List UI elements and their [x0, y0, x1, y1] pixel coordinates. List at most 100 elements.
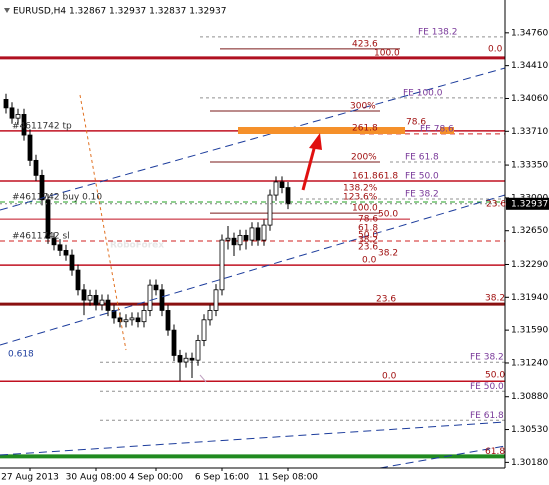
level-label: 38.2 [378, 249, 398, 259]
candle-body [261, 224, 267, 241]
level-label: 423.6 [352, 39, 378, 49]
candle-body [285, 187, 291, 205]
level-label: 123.6% [343, 193, 378, 203]
candle-body [225, 237, 231, 241]
candle-body [207, 310, 213, 321]
level-label: 23.6 [376, 295, 396, 305]
candle-body [27, 134, 33, 161]
level-label: 138.2% [343, 184, 378, 194]
channel-line [0, 194, 506, 346]
target-marker [440, 127, 454, 134]
candle-body [129, 317, 135, 321]
y-tick-label: 1.31240 [511, 358, 548, 368]
level-label: 23.6 [358, 243, 378, 253]
candle-body [183, 357, 189, 363]
level-label: FE 78.6 [420, 124, 454, 134]
candle-body [231, 237, 237, 246]
level-label: 300% [350, 101, 376, 111]
level-label: #4611742 sl [12, 232, 70, 242]
candle-body [21, 114, 27, 136]
level-label: FE 38.2 [470, 353, 504, 363]
candle-body [177, 355, 183, 363]
level-label: FE 100.0 [403, 88, 443, 98]
candle-body [57, 244, 63, 251]
candle-body [237, 235, 243, 246]
candle-body [33, 159, 39, 176]
level-label: #4611742 tp [12, 121, 72, 131]
candle-body [147, 284, 153, 311]
plot-layer [0, 36, 505, 459]
candle-body [105, 299, 111, 311]
candle-body [279, 181, 285, 188]
channel-line [0, 421, 506, 456]
level-label: 23.6 [486, 200, 506, 210]
candle-body [249, 227, 255, 241]
watermark: RoboForex [110, 241, 164, 251]
candle-body [45, 199, 51, 239]
candle-body [63, 250, 69, 256]
y-tick-label: 1.33350 [511, 161, 548, 171]
candle-body [201, 319, 207, 341]
x-tick-label: 30 Aug 08:00 [66, 473, 127, 483]
candle-body [93, 295, 99, 306]
candle-body [243, 235, 249, 241]
fib-fan-line [79, 94, 127, 351]
target-zone [238, 127, 405, 134]
level-label: FE 50.0 [405, 172, 439, 182]
candle-body [75, 269, 81, 291]
y-tick-label: 1.30180 [511, 458, 548, 468]
candle-body [195, 340, 201, 361]
level-label: 100.0 [374, 48, 400, 58]
y-tick-label: 1.33710 [511, 127, 548, 137]
candle-body [69, 254, 75, 271]
y-tick-label: 1.30530 [511, 425, 548, 435]
candle-body [255, 227, 261, 241]
level-label: FE 38.2 [405, 190, 439, 200]
candle-body [117, 317, 123, 323]
level-label: 78.6 [406, 117, 426, 127]
candle-body [135, 317, 141, 323]
candle-body [51, 237, 57, 246]
candle-body [219, 239, 225, 291]
candle-body [123, 319, 129, 323]
level-label: 50.0 [485, 371, 505, 381]
candle-body [99, 299, 105, 306]
arrow-head [309, 133, 322, 150]
candle-body [171, 329, 177, 356]
channel-line [379, 445, 506, 469]
last-price-label: 1.32937 [511, 199, 548, 209]
level-label: FE 61.8 [405, 152, 439, 162]
x-tick-label: 4 Sep 00:00 [129, 473, 184, 483]
y-tick-label: 1.34060 [511, 94, 548, 104]
candle-body [273, 181, 279, 196]
level-label: FE 61.8 [470, 411, 504, 421]
level-label: #4611742 buy 0.10 [12, 193, 102, 203]
level-label: FE 50.0 [470, 382, 504, 392]
level-label: 200% [351, 152, 377, 162]
candle-body [39, 174, 45, 201]
candle-body [9, 107, 15, 119]
level-label: 0.0 [382, 372, 397, 382]
y-tick-label: 1.34760 [511, 28, 548, 38]
x-tick-label: 27 Aug 2013 [1, 473, 59, 483]
level-label: 0.0 [488, 44, 503, 54]
fib-base [199, 374, 207, 383]
candle-body [3, 99, 9, 109]
chart-title: EURUSD,H4 1.32867 1.32937 1.32837 1.3293… [13, 7, 226, 17]
candle-body [267, 194, 273, 226]
candle-body [15, 114, 21, 119]
candle-body [159, 289, 165, 311]
channel-line [0, 67, 506, 211]
level-label: 100.0 [352, 204, 378, 214]
level-label: 78.6 [358, 215, 378, 225]
y-tick-label: 1.34410 [511, 61, 548, 71]
level-label: 0.618 [8, 350, 34, 360]
y-tick-label: 1.32290 [511, 260, 548, 270]
y-tick-label: 1.31590 [511, 326, 548, 336]
candle-body [81, 289, 87, 301]
level-label: 161.8 [352, 172, 378, 182]
y-tick-label: 1.30880 [511, 392, 548, 402]
